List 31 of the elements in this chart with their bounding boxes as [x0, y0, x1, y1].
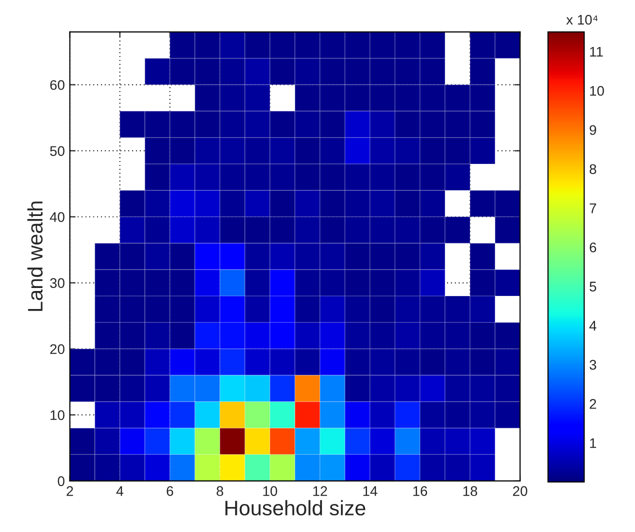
- color-bar-label: 8: [590, 164, 596, 174]
- y-tick-label: 50: [50, 146, 64, 156]
- x-tick-label: 14: [363, 486, 378, 496]
- y-axis-title: Land wealth: [27, 202, 43, 311]
- y-tick-label: 10: [50, 410, 64, 420]
- x-tick-label: 12: [313, 486, 327, 496]
- color-bar-label: 9: [590, 125, 596, 135]
- color-bar-label: 4: [589, 320, 596, 330]
- color-bar-label: 2: [590, 399, 596, 409]
- y-tick-label: 60: [50, 80, 64, 90]
- x-tick-label: 4: [116, 486, 124, 496]
- color-bar-label: 7: [590, 204, 596, 214]
- x-tick-label: 8: [216, 486, 224, 496]
- color-bar-label: 3: [590, 360, 596, 370]
- y-tick-label: 20: [50, 344, 64, 354]
- x-tick-label: 16: [413, 486, 428, 496]
- color-bar-label: 5: [590, 282, 596, 292]
- color-bar-label: 1: [590, 438, 596, 448]
- x-axis-title: Household size: [225, 500, 366, 516]
- color-bar-label: 11: [590, 46, 603, 57]
- text: x 10⁴: [566, 14, 598, 25]
- y-tick-label: 30: [50, 278, 64, 288]
- color-bar-label: 6: [590, 242, 596, 252]
- x-tick-label: 6: [166, 486, 174, 496]
- x-tick-label: 2: [66, 486, 74, 496]
- x-tick-label: 10: [263, 486, 278, 496]
- y-tick-label: 40: [50, 212, 64, 222]
- y-tick-label: 0: [58, 476, 64, 486]
- x-tick-label: 18: [463, 486, 478, 496]
- color-bar-label: 10: [590, 86, 604, 96]
- x-tick-label: 20: [513, 486, 528, 496]
